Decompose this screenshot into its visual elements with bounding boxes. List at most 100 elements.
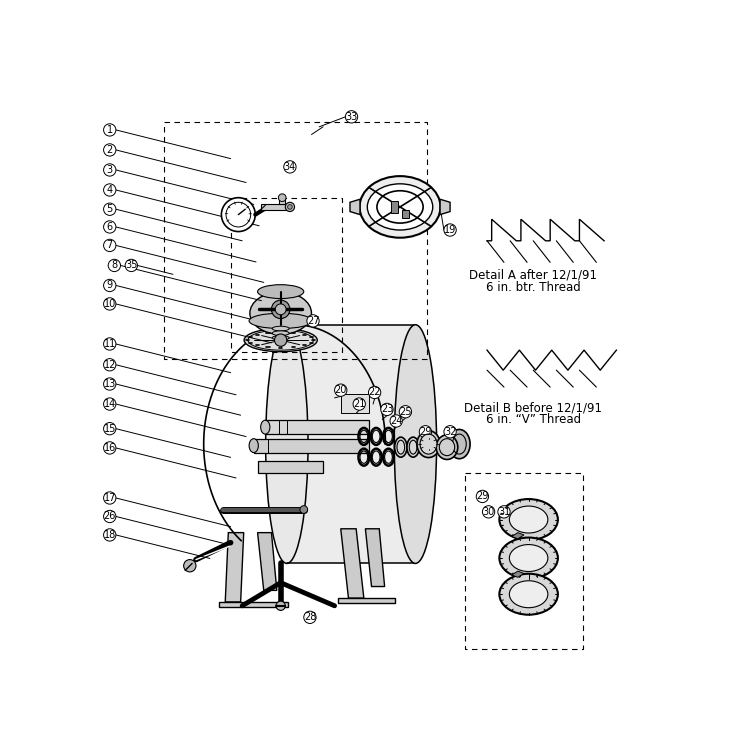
Ellipse shape [509,506,548,533]
Circle shape [275,304,286,315]
Ellipse shape [367,184,432,230]
Polygon shape [279,198,285,204]
Ellipse shape [499,538,558,578]
Text: 8: 8 [111,261,117,270]
Circle shape [444,224,456,236]
Circle shape [335,384,347,396]
Text: 2: 2 [107,145,113,155]
Ellipse shape [499,499,558,540]
Circle shape [300,506,308,513]
Text: 28: 28 [304,613,316,622]
Circle shape [104,422,116,435]
Ellipse shape [272,331,290,336]
Text: 15: 15 [104,424,116,434]
Circle shape [498,506,510,518]
Text: 21: 21 [353,399,365,409]
Circle shape [104,221,116,233]
Text: 20: 20 [335,385,347,395]
Ellipse shape [359,176,441,237]
Text: 22: 22 [368,387,381,398]
Ellipse shape [509,545,548,571]
Text: 35: 35 [125,261,138,270]
Ellipse shape [439,439,455,455]
Text: 7: 7 [107,240,113,250]
Text: 29: 29 [420,427,432,437]
Text: 17: 17 [104,493,116,503]
Circle shape [104,164,116,176]
Circle shape [276,601,285,610]
Text: Detail A after 12/1/91: Detail A after 12/1/91 [469,269,597,282]
Ellipse shape [249,439,259,452]
Text: 25: 25 [399,407,411,416]
Polygon shape [440,199,450,215]
Polygon shape [253,439,369,452]
Ellipse shape [436,435,458,459]
Polygon shape [219,602,288,607]
Text: 32: 32 [444,427,456,437]
Polygon shape [287,325,415,563]
Circle shape [104,144,116,156]
Circle shape [104,239,116,252]
Text: 33: 33 [345,112,358,122]
Circle shape [104,203,116,216]
Circle shape [104,359,116,371]
Polygon shape [350,199,360,215]
Text: Detail B before 12/1/91: Detail B before 12/1/91 [464,401,602,415]
Text: 1: 1 [107,125,113,135]
Circle shape [104,398,116,410]
Polygon shape [341,529,364,598]
Circle shape [399,405,411,418]
Ellipse shape [448,429,470,458]
Ellipse shape [272,336,290,340]
Polygon shape [341,394,369,413]
Ellipse shape [395,437,407,457]
Circle shape [104,338,116,350]
Circle shape [274,334,287,346]
Polygon shape [402,210,409,218]
Text: 4: 4 [107,185,113,195]
Circle shape [104,529,116,541]
Circle shape [353,398,365,410]
Text: 14: 14 [104,399,116,409]
Text: 3: 3 [107,165,113,175]
Circle shape [284,161,296,173]
Ellipse shape [258,285,304,299]
Circle shape [104,377,116,390]
Ellipse shape [509,580,548,607]
Circle shape [183,560,196,572]
Circle shape [420,425,432,438]
Text: 6 in. btr. Thread: 6 in. btr. Thread [486,281,581,294]
Text: 27: 27 [307,316,320,326]
Circle shape [104,442,116,454]
Polygon shape [511,533,524,539]
Text: 26: 26 [104,512,116,521]
Circle shape [125,259,138,272]
Text: 19: 19 [444,225,456,235]
Circle shape [104,279,116,291]
Text: 29: 29 [476,491,489,501]
Circle shape [221,198,255,231]
Text: 13: 13 [104,379,116,389]
Text: 16: 16 [104,443,116,453]
Circle shape [287,204,293,209]
Text: 6: 6 [107,222,113,232]
Circle shape [104,298,116,310]
Text: 34: 34 [284,162,296,172]
Circle shape [476,491,489,503]
Ellipse shape [261,420,270,434]
Ellipse shape [417,431,440,458]
Ellipse shape [250,292,311,334]
Polygon shape [391,201,399,213]
Ellipse shape [248,330,314,350]
Polygon shape [262,204,290,210]
Text: 24: 24 [390,416,402,426]
Text: 10: 10 [104,299,116,309]
Circle shape [104,184,116,196]
Circle shape [271,300,290,318]
Text: 18: 18 [104,530,116,540]
Circle shape [285,202,295,211]
Text: 31: 31 [498,507,510,517]
Circle shape [345,111,358,123]
Polygon shape [511,571,524,577]
Ellipse shape [499,574,558,615]
